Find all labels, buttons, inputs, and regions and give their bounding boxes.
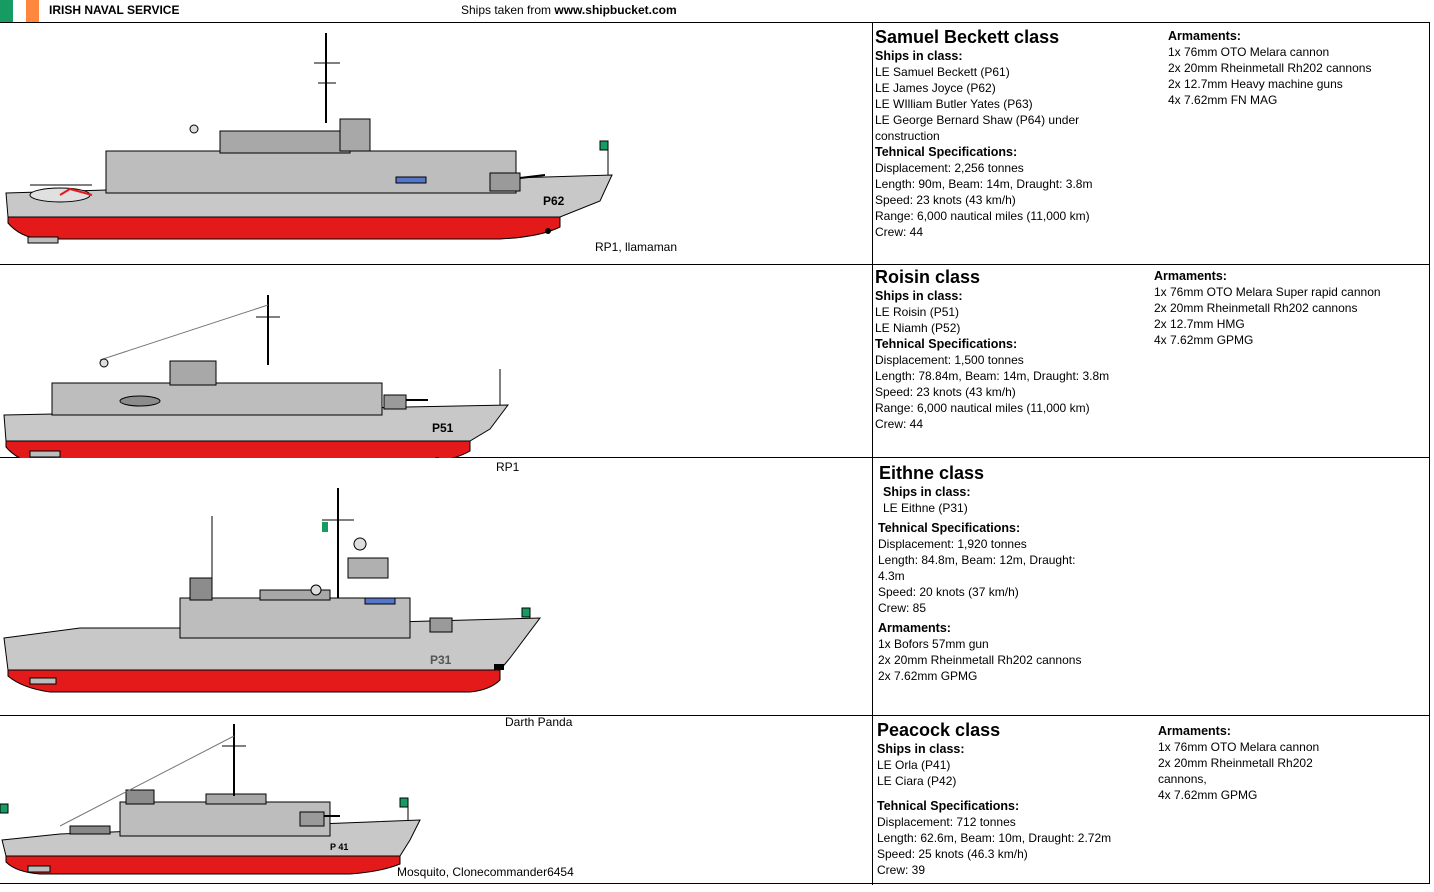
armaments-label: Armaments: xyxy=(878,621,951,635)
ships-label: Ships in class: xyxy=(877,742,965,756)
source-credit: Ships taken from www.shipbucket.com xyxy=(461,3,677,17)
ships-label: Ships in class: xyxy=(875,289,963,303)
spec-item: Crew: 39 xyxy=(877,863,926,877)
armament-item: 4x 7.62mm GPMG xyxy=(1158,788,1258,802)
ship-row-peacock: P 41 Mosquito, Clonecommander6454 Peacoc… xyxy=(0,716,1430,885)
armament-item: 1x 76mm OTO Melara cannon xyxy=(1168,45,1330,59)
armament-info: Armaments: 1x 76mm OTO Melara cannon 2x … xyxy=(1168,28,1371,108)
column-divider xyxy=(872,458,873,715)
ships-table: P62 RP1, llamaman Samuel Beckett class S… xyxy=(0,22,1430,885)
ship-row-roisin: P51 RP1 Roisin class Ships in class: LE … xyxy=(0,265,1430,474)
spec-item: Length: 84.8m, Beam: 12m, Draught: 4.3m xyxy=(878,553,1076,583)
ship-name: LE Ciara (P42) xyxy=(877,774,957,788)
drawing-credit: Darth Panda xyxy=(505,715,573,729)
spec-item: Displacement: 1,500 tonnes xyxy=(875,353,1024,367)
armament-item: 2x 7.62mm GPMG xyxy=(878,669,978,683)
column-divider xyxy=(872,716,873,885)
spec-item: Range: 6,000 nautical miles (11,000 km) xyxy=(875,401,1090,415)
ship-name: LE Orla (P41) xyxy=(877,758,951,772)
flag-stripe-orange xyxy=(26,0,39,22)
pennant-number: P51 xyxy=(432,421,454,435)
pennant-number: P 41 xyxy=(330,842,348,852)
ships-label: Ships in class: xyxy=(875,49,963,63)
ship-name: LE Eithne (P31) xyxy=(883,501,968,515)
spec-item: Speed: 20 knots (37 km/h) xyxy=(878,585,1019,599)
pennant-number: P62 xyxy=(543,194,565,208)
spec-item: Crew: 85 xyxy=(878,601,927,615)
ship-drawing-eithne: P31 xyxy=(3,488,542,693)
ships-label: Ships in class: xyxy=(883,485,971,499)
page-header: IRISH NAVAL SERVICE Ships taken from www… xyxy=(0,0,1434,22)
specs-label: Tehnical Specifications: xyxy=(875,337,1018,351)
drawing-credit: RP1 xyxy=(496,460,520,474)
class-name: Peacock class xyxy=(877,720,1001,740)
specs-label: Tehnical Specifications: xyxy=(878,521,1021,535)
armament-item: 1x 76mm OTO Melara Super rapid cannon xyxy=(1154,285,1381,299)
armament-item: 4x 7.62mm GPMG xyxy=(1154,333,1254,347)
specs-label: Tehnical Specifications: xyxy=(877,799,1020,813)
spec-item: Length: 62.6m, Beam: 10m, Draught: 2.72m xyxy=(877,831,1112,845)
source-site-link[interactable]: www.shipbucket.com xyxy=(554,3,677,17)
specs-label: Tehnical Specifications: xyxy=(875,145,1018,159)
armament-item: 1x 76mm OTO Melara cannon xyxy=(1158,740,1320,754)
armaments-label: Armaments: xyxy=(1154,269,1227,283)
spec-item: Range: 6,000 nautical miles (11,000 km) xyxy=(875,209,1090,223)
armament-item: 4x 7.62mm FN MAG xyxy=(1168,93,1278,107)
column-divider xyxy=(872,265,873,457)
irish-flag-icon xyxy=(0,0,39,22)
ship-info: Eithne class Ships in class: LE Eithne (… xyxy=(878,462,1108,684)
class-name: Roisin class xyxy=(875,267,981,287)
spec-item: Displacement: 2,256 tonnes xyxy=(875,161,1024,175)
flag-stripe-green xyxy=(0,0,13,22)
armament-item: 2x 20mm Rheinmetall Rh202 cannons, xyxy=(1158,756,1313,786)
ship-drawing-roisin: P51 xyxy=(3,295,510,458)
ship-name: LE Roisin (P51) xyxy=(875,305,960,319)
drawing-credit: Mosquito, Clonecommander6454 xyxy=(397,865,574,879)
ship-row-eithne: P31 Darth Panda Eithne class Ships in cl… xyxy=(0,458,1430,729)
ship-drawing-peacock: P 41 xyxy=(0,724,421,875)
ship-name: LE James Joyce (P62) xyxy=(875,81,996,95)
class-name: Samuel Beckett class xyxy=(875,27,1060,47)
armament-item: 2x 20mm Rheinmetall Rh202 cannons xyxy=(1168,61,1372,75)
spec-item: Displacement: 712 tonnes xyxy=(877,815,1016,829)
spec-item: Displacement: 1,920 tonnes xyxy=(878,537,1027,551)
armaments-label: Armaments: xyxy=(1158,724,1231,738)
pennant-number: P31 xyxy=(430,653,452,667)
ship-name: LE George Bernard Shaw (P64) under const… xyxy=(875,113,1080,143)
ship-row-samuel-beckett: P62 RP1, llamaman Samuel Beckett class S… xyxy=(0,23,1430,265)
spec-item: Length: 90m, Beam: 14m, Draught: 3.8m xyxy=(875,177,1093,191)
flag-stripe-white xyxy=(13,0,26,22)
armament-item: 2x 12.7mm HMG xyxy=(1154,317,1245,331)
armament-info: Armaments: 1x 76mm OTO Melara cannon 2x … xyxy=(1158,723,1348,803)
ship-info: Peacock class Ships in class: LE Orla (P… xyxy=(877,719,1152,878)
ship-drawing-samuel-beckett: P62 xyxy=(5,33,613,244)
drawing-credit: RP1, llamaman xyxy=(595,240,678,254)
spec-item: Crew: 44 xyxy=(875,417,924,431)
page-title: IRISH NAVAL SERVICE xyxy=(49,3,180,17)
ship-info: Samuel Beckett class Ships in class: LE … xyxy=(875,26,1155,240)
ship-name: LE Niamh (P52) xyxy=(875,321,961,335)
column-divider xyxy=(872,23,873,264)
ship-name: LE Samuel Beckett (P61) xyxy=(875,65,1010,79)
spec-item: Speed: 25 knots (46.3 km/h) xyxy=(877,847,1028,861)
armament-item: 1x Bofors 57mm gun xyxy=(878,637,989,651)
source-credit-prefix: Ships taken from xyxy=(461,3,555,17)
spec-item: Speed: 23 knots (43 km/h) xyxy=(875,385,1016,399)
spec-item: Length: 78.84m, Beam: 14m, Draught: 3.8m xyxy=(875,369,1110,383)
class-name: Eithne class xyxy=(879,463,985,483)
spec-item: Speed: 23 knots (43 km/h) xyxy=(875,193,1016,207)
spec-item: Crew: 44 xyxy=(875,225,924,239)
ship-name: LE WIlliam Butler Yates (P63) xyxy=(875,97,1033,111)
armament-item: 2x 20mm Rheinmetall Rh202 cannons xyxy=(1154,301,1358,315)
armament-info: Armaments: 1x 76mm OTO Melara Super rapi… xyxy=(1154,268,1381,348)
armament-item: 2x 20mm Rheinmetall Rh202 cannons xyxy=(878,653,1082,667)
armaments-label: Armaments: xyxy=(1168,29,1241,43)
armament-item: 2x 12.7mm Heavy machine guns xyxy=(1168,77,1343,91)
ship-info: Roisin class Ships in class: LE Roisin (… xyxy=(875,266,1155,432)
